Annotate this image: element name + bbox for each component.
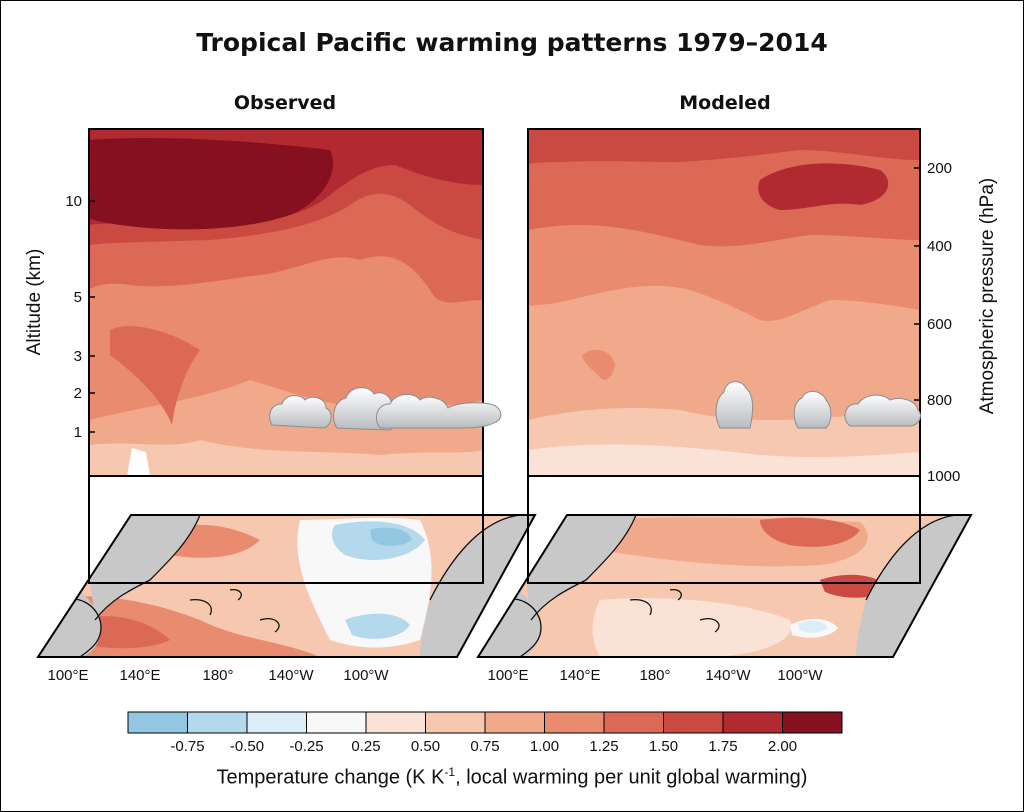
axis-ticks [89,167,920,477]
colorbar-swatch [306,711,367,734]
cloud-icon [844,394,921,427]
x-tick-label: 100°E [487,667,528,684]
colorbar-swatch [722,711,783,734]
y-right-tick-label: 200 [927,160,952,177]
y-axis-left-title: Altitude (km) [24,249,45,356]
colorbar-swatch [663,711,724,734]
y-right-tick-label: 600 [927,316,952,333]
colorbar-tick-label: 1.75 [708,738,737,755]
colorbar-swatch [782,711,843,734]
colorbar-swatch [246,711,307,734]
cloud-icon [269,395,332,429]
colorbar-swatch [187,711,248,734]
y-right-tick-label: 400 [927,238,952,255]
colorbar-tick-label: -0.75 [170,738,204,755]
colorbar-tick-label: -0.50 [230,738,264,755]
y-right-tick-label: 800 [927,392,952,409]
observed-map [38,515,535,657]
x-tick-label: 100°E [47,667,88,684]
cloud-icon [715,381,754,429]
colorbar-tick-label: 0.75 [470,738,499,755]
colorbar-tick-label: -0.25 [289,738,323,755]
colorbar-tick-label: 0.25 [351,738,380,755]
colorbar-tick-label: 1.25 [589,738,618,755]
modeled-map [478,515,971,657]
colorbar-tick-label: 2.00 [768,738,797,755]
observed-plot-border [88,128,484,477]
colorbar-tick-label: 0.50 [411,738,440,755]
observed-map-border [36,514,537,658]
observed-cross-section [89,129,483,476]
x-tick-label: 140°W [705,667,751,684]
colorbar-caption: Temperature change (K K-1, local warming… [216,765,808,789]
y-left-tick-label: 2 [74,385,82,402]
colorbar-swatch [127,711,188,734]
colorbar-swatch [365,711,426,734]
modeled-map-border [476,514,973,658]
x-tick-label: 140°E [559,667,600,684]
panel-title-observed: Observed [233,92,337,114]
y-left-tick-label: 1 [74,424,82,441]
y-left-tick-label: 10 [65,193,82,210]
cloud-icon [375,394,502,429]
y-axis-right-title: Atmospheric pressure (hPa) [977,178,998,415]
x-tick-label: 100°W [343,667,389,684]
colorbar-swatch [603,711,664,734]
colorbar-swatch [484,711,545,734]
x-tick-label: 140°W [268,667,314,684]
chart-title: Tropical Pacific warming patterns 1979–2… [196,28,828,57]
y-left-tick-label: 5 [74,289,82,306]
x-tick-label: 180° [639,667,670,684]
connector-frame [88,476,921,584]
colorbar-swatch [544,711,605,734]
x-tick-label: 140°E [119,667,160,684]
x-tick-label: 100°W [777,667,823,684]
cloud-icon [793,391,832,429]
colorbar-swatch [425,711,486,734]
y-left-tick-label: 3 [74,348,82,365]
colorbar-tick-label: 1.50 [649,738,678,755]
colorbar-tick-label: 1.00 [530,738,559,755]
modeled-plot-border [527,128,921,477]
y-right-tick-label: 1000 [927,468,960,485]
x-tick-label: 180° [202,667,233,684]
panel-title-modeled: Modeled [679,92,771,114]
